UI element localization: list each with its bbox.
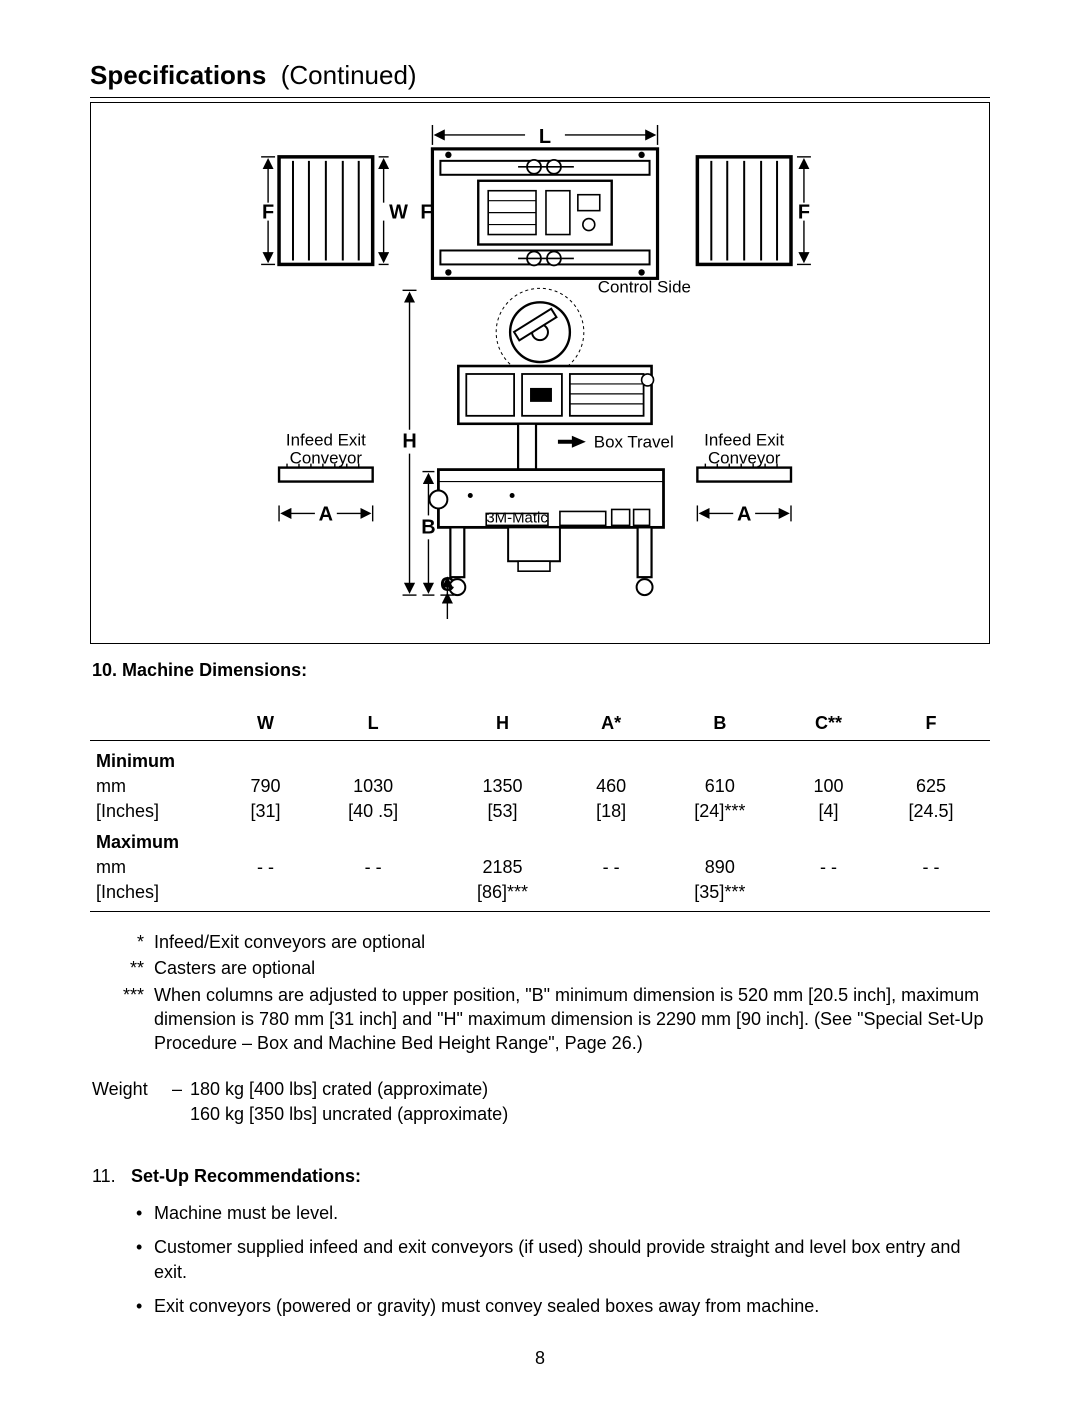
table-cell: - - — [568, 855, 655, 880]
infeed-right-1: Infeed Exit — [704, 431, 784, 450]
title-underline — [90, 97, 990, 98]
dim-W: W — [389, 202, 408, 224]
top-right-conveyor — [697, 157, 791, 265]
box-travel-arrow — [558, 436, 586, 448]
logo-label: 3M-Matic — [486, 509, 548, 526]
machine-diagram: L F W F — [90, 102, 990, 644]
sec10-title: Machine Dimensions: — [122, 660, 307, 680]
dim-F-left: F — [262, 202, 274, 224]
table-cell: - - — [222, 855, 309, 880]
table-cell: 2185 — [437, 855, 567, 880]
table-cell: - - — [785, 855, 872, 880]
dim-F-mid: F — [420, 202, 432, 224]
weight-block: Weight – 180 kg [400 lbs] crated (approx… — [92, 1077, 990, 1126]
side-legs — [449, 527, 652, 595]
diagram-svg: L F W F — [131, 121, 949, 619]
th-blank — [90, 709, 222, 741]
sec10-heading: 10. Machine Dimensions: — [92, 660, 990, 681]
table-cell: [53] — [437, 799, 567, 824]
table-cell: 1030 — [309, 774, 437, 799]
table-cell — [785, 880, 872, 912]
table-cell: [18] — [568, 799, 655, 824]
title-bold: Specifications — [90, 60, 266, 90]
th-A: A* — [568, 709, 655, 741]
max-mm-label: mm — [90, 855, 222, 880]
sec11-item: Customer supplied infeed and exit convey… — [136, 1235, 990, 1284]
min-in-label: [Inches] — [90, 799, 222, 824]
table-cell — [222, 880, 309, 912]
th-L: L — [309, 709, 437, 741]
min-label: Minimum — [90, 741, 222, 775]
infeed-right-2: Conveyor — [708, 449, 781, 468]
top-machine — [432, 149, 657, 278]
table-cell: [40 .5] — [309, 799, 437, 824]
th-C: C** — [785, 709, 872, 741]
ast-1: * — [112, 930, 154, 954]
infeed-left-1: Infeed Exit — [286, 431, 366, 450]
dim-C: C — [440, 574, 454, 596]
dim-A-left: A — [319, 503, 333, 525]
sec10-num: 10. — [92, 660, 117, 680]
weight-l2: 160 kg [350 lbs] uncrated (approximate) — [190, 1102, 508, 1126]
top-left-conveyor — [279, 157, 373, 265]
dim-A-right: A — [737, 503, 751, 525]
sec11-item: Machine must be level. — [136, 1201, 990, 1225]
table-cell: [31] — [222, 799, 309, 824]
control-side-label: Control Side — [598, 277, 691, 296]
weight-dash: – — [172, 1077, 190, 1101]
table-cell: 790 — [222, 774, 309, 799]
dim-B: B — [421, 516, 435, 538]
side-bed: 3M-Matic — [429, 470, 663, 528]
th-H: H — [437, 709, 567, 741]
weight-l1: 180 kg [400 lbs] crated (approximate) — [190, 1077, 488, 1101]
infeed-left-2: Conveyor — [290, 449, 363, 468]
fn-1: Infeed/Exit conveyors are optional — [154, 930, 990, 954]
dimensions-table: W L H A* B C** F Minimum mm 790 1030 135… — [90, 709, 990, 912]
table-cell — [568, 880, 655, 912]
dim-F-right: F — [798, 202, 810, 224]
sec11-item: Exit conveyors (powered or gravity) must… — [136, 1294, 990, 1318]
page-number: 8 — [90, 1348, 990, 1369]
title-continued: (Continued) — [281, 60, 417, 90]
table-cell — [309, 880, 437, 912]
weight-label: Weight — [92, 1077, 172, 1101]
page-title: Specifications (Continued) — [90, 60, 990, 91]
sec11-title: Set-Up Recommendations: — [131, 1166, 361, 1186]
table-cell: - - — [309, 855, 437, 880]
table-cell: 890 — [655, 855, 785, 880]
sec11: 11. Set-Up Recommendations: Machine must… — [92, 1166, 990, 1318]
th-F: F — [872, 709, 990, 741]
fn-3: When columns are adjusted to upper posit… — [154, 983, 990, 1056]
footnotes: * Infeed/Exit conveyors are optional ** … — [112, 930, 990, 1055]
max-in-label: [Inches] — [90, 880, 222, 912]
fn-2: Casters are optional — [154, 956, 990, 980]
dim-L: L — [539, 126, 551, 148]
th-B: B — [655, 709, 785, 741]
table-cell: [24.5] — [872, 799, 990, 824]
max-label: Maximum — [90, 824, 222, 855]
dim-H: H — [402, 431, 416, 453]
table-cell: 100 — [785, 774, 872, 799]
ast-2: ** — [112, 956, 154, 980]
table-cell: 460 — [568, 774, 655, 799]
box-travel-label: Box Travel — [594, 433, 674, 452]
ast-3: *** — [112, 983, 154, 1007]
table-cell: [24]*** — [655, 799, 785, 824]
table-cell: 1350 — [437, 774, 567, 799]
table-cell: [4] — [785, 799, 872, 824]
side-upper-head — [458, 366, 653, 472]
table-cell: 610 — [655, 774, 785, 799]
th-W: W — [222, 709, 309, 741]
min-mm-label: mm — [90, 774, 222, 799]
table-cell: [35]*** — [655, 880, 785, 912]
table-cell: - - — [872, 855, 990, 880]
table-cell — [872, 880, 990, 912]
table-cell: 625 — [872, 774, 990, 799]
table-cell: [86]*** — [437, 880, 567, 912]
sec11-num: 11. — [92, 1166, 126, 1187]
